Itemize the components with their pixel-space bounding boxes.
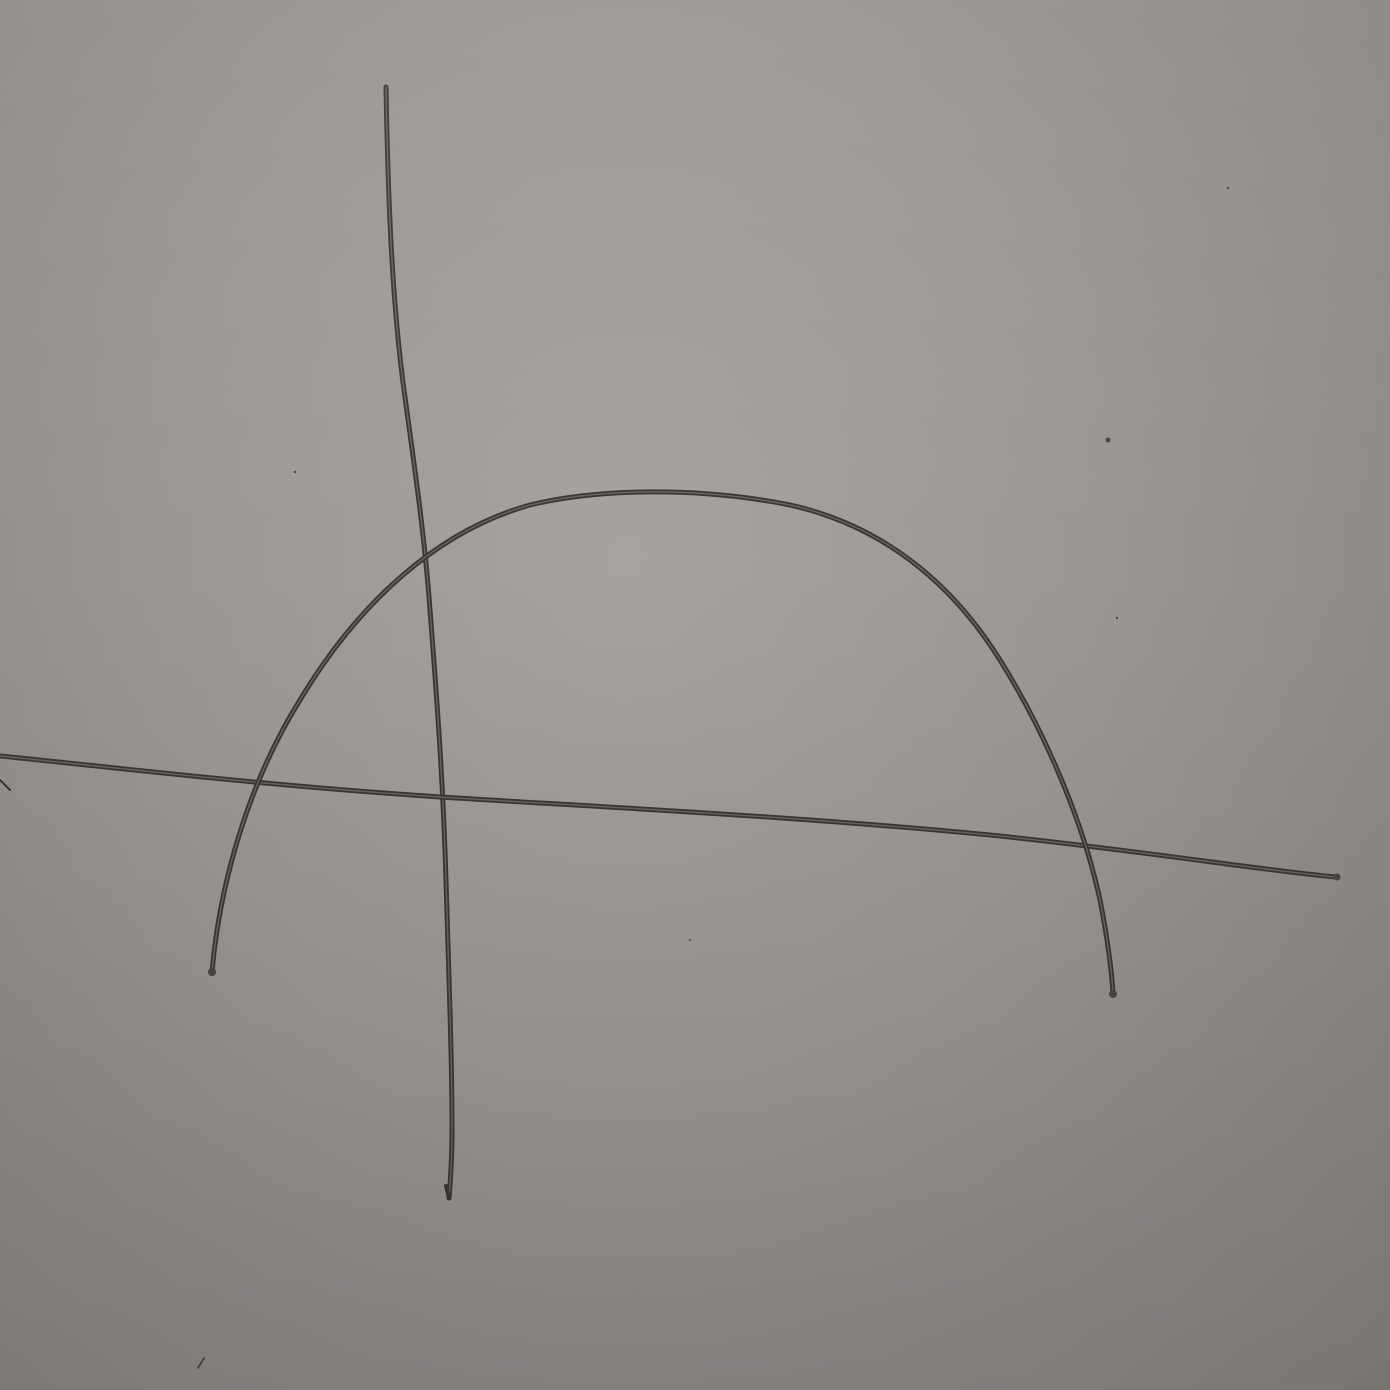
vertical-axis-stroke xyxy=(383,84,455,1201)
parabola-arc-stroke xyxy=(208,489,1117,998)
horizontal-axis-stroke xyxy=(0,753,1341,881)
board-specks xyxy=(197,186,1230,1369)
